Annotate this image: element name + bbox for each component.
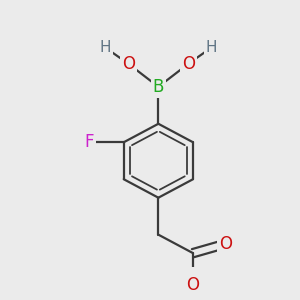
Text: O: O bbox=[182, 55, 195, 73]
Text: H: H bbox=[100, 40, 111, 55]
Text: B: B bbox=[153, 78, 164, 96]
Text: F: F bbox=[84, 133, 94, 151]
Text: O: O bbox=[219, 235, 232, 253]
Text: O: O bbox=[187, 277, 200, 295]
Text: H: H bbox=[206, 40, 217, 55]
Text: O: O bbox=[122, 55, 135, 73]
